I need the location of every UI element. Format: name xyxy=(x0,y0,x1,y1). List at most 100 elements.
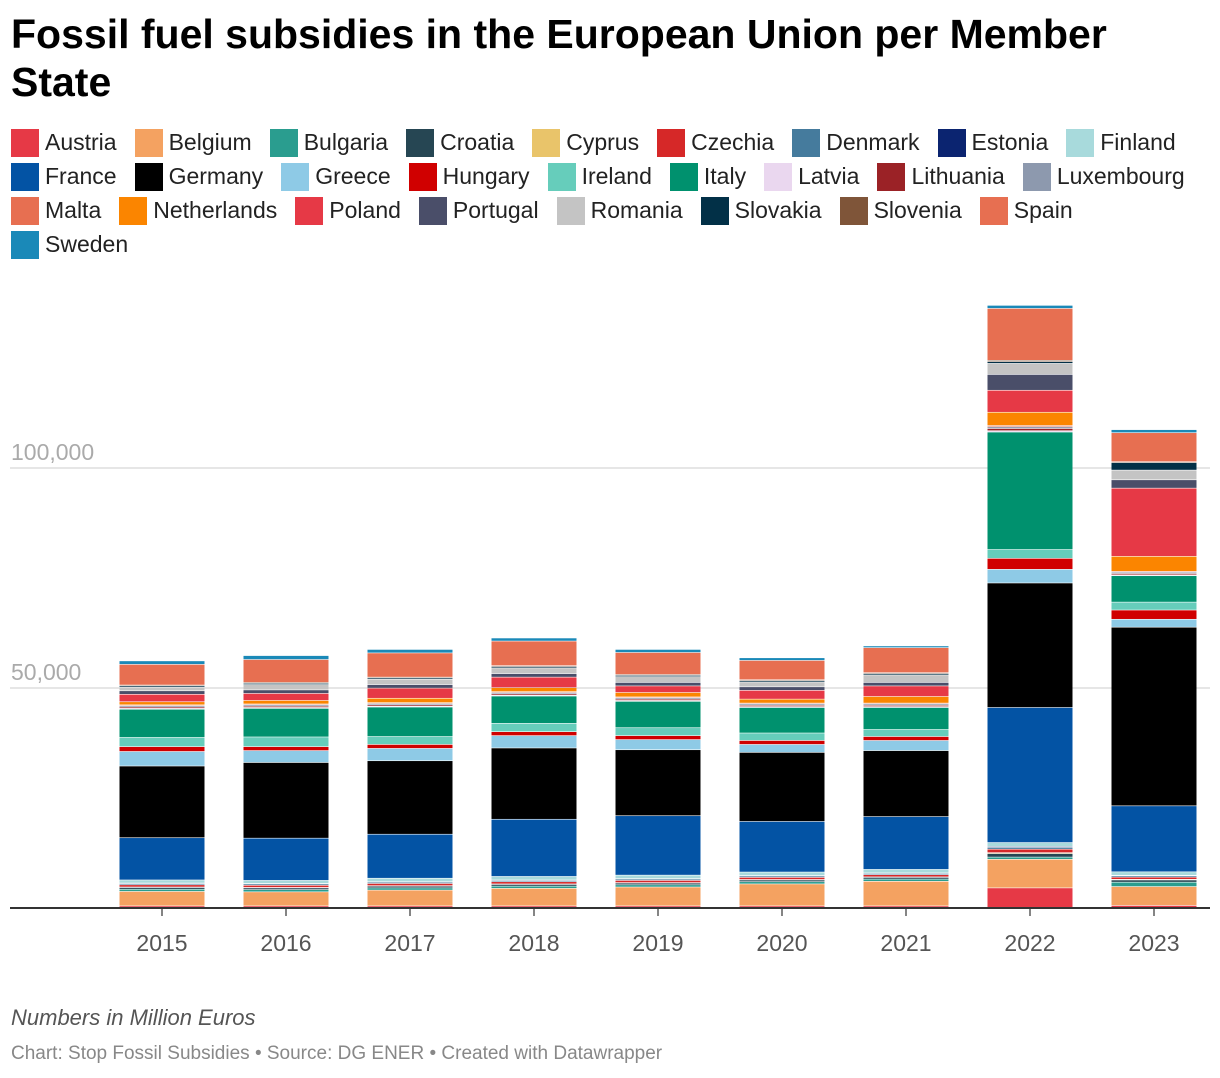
bar-segment-greece-2019 xyxy=(615,739,701,750)
legend-label: Cyprus xyxy=(566,129,640,155)
legend-item-hungary: Hungary xyxy=(408,162,530,191)
bar-segment-portugal-2017 xyxy=(367,684,453,688)
bar-segment-hungary-2019 xyxy=(615,735,701,740)
bar-segment-croatia-2019 xyxy=(615,883,701,885)
legend-swatch xyxy=(134,128,163,157)
legend-swatch xyxy=(134,162,163,191)
bar-segment-italy-2015 xyxy=(119,709,205,738)
bar-segment-poland-2021 xyxy=(863,686,949,697)
legend-swatch xyxy=(408,162,437,191)
bar-segment-sweden-2019 xyxy=(615,649,701,653)
legend-label: Malta xyxy=(45,197,102,223)
bar-segment-finland-2022 xyxy=(987,842,1073,847)
bar-segment-croatia-2021 xyxy=(863,877,949,879)
bar-segment-poland-2019 xyxy=(615,686,701,693)
bar-segment-lithuania-2023 xyxy=(1111,573,1197,575)
bar-segment-spain-2016 xyxy=(243,659,329,683)
bar-segment-france-2020 xyxy=(739,821,825,872)
bar-segment-greece-2022 xyxy=(987,569,1073,583)
bar-segment-portugal-2019 xyxy=(615,682,701,686)
legend-item-portugal: Portugal xyxy=(418,196,539,225)
bar-segment-belgium-2016 xyxy=(243,892,329,906)
legend-label: Greece xyxy=(315,163,391,189)
legend-swatch xyxy=(877,162,906,191)
bar-segment-denmark-2022 xyxy=(987,847,1073,849)
x-tick-label: 2021 xyxy=(880,930,931,956)
bar-segment-austria-2023 xyxy=(1111,905,1197,908)
bar-segment-germany-2016 xyxy=(243,762,329,838)
bar-segment-czechia-2020 xyxy=(739,877,825,880)
bar-segment-romania-2021 xyxy=(863,675,949,683)
bar-segment-lithuania-2015 xyxy=(119,707,205,709)
bar-segment-italy-2020 xyxy=(739,707,825,733)
bar-segment-netherlands-2021 xyxy=(863,696,949,703)
bar-segment-denmark-2023 xyxy=(1111,876,1197,877)
bar-segment-germany-2018 xyxy=(491,748,577,819)
bar-segment-austria-2017 xyxy=(367,906,453,908)
bar-segment-czechia-2015 xyxy=(119,885,205,887)
bar-segment-slovakia-2015 xyxy=(119,686,205,687)
bar-segment-ireland-2021 xyxy=(863,729,949,737)
legend-item-greece: Greece xyxy=(281,162,391,191)
legend-label: Lithuania xyxy=(911,163,1005,189)
bar-segment-lithuania-2021 xyxy=(863,705,949,707)
x-tick-label: 2016 xyxy=(260,930,311,956)
bar-segment-sweden-2021 xyxy=(863,646,949,648)
legend-swatch xyxy=(295,196,324,225)
bar-segment-germany-2017 xyxy=(367,761,453,834)
bar-segment-croatia-2018 xyxy=(491,884,577,886)
bar-segment-ireland-2020 xyxy=(739,733,825,741)
legend-item-croatia: Croatia xyxy=(406,128,514,157)
bar-segment-germany-2020 xyxy=(739,752,825,822)
bar-segment-portugal-2020 xyxy=(739,687,825,691)
legend-label: Italy xyxy=(703,163,747,189)
bar-segment-germany-2022 xyxy=(987,583,1073,708)
y-tick-label: 50,000 xyxy=(11,659,81,685)
bar-segment-germany-2019 xyxy=(615,750,701,816)
bar-segment-slovenia-2022 xyxy=(987,360,1073,362)
legend-label: Croatia xyxy=(440,129,515,155)
bar-segment-poland-2023 xyxy=(1111,488,1197,557)
legend-swatch xyxy=(11,128,39,157)
bar-segment-sweden-2022 xyxy=(987,305,1073,309)
bar-segment-greece-2018 xyxy=(491,735,577,748)
bar-segment-luxembourg-2018 xyxy=(491,692,577,694)
bar-segment-poland-2017 xyxy=(367,688,453,698)
bar-segment-hungary-2022 xyxy=(987,558,1073,570)
bar-segment-sweden-2020 xyxy=(739,658,825,661)
bar-segment-spain-2022 xyxy=(987,308,1073,361)
bar-segment-finland-2023 xyxy=(1111,872,1197,876)
bar-segment-denmark-2015 xyxy=(119,883,205,885)
source-credit: Chart: Stop Fossil Subsidies • Source: D… xyxy=(11,1043,663,1064)
bar-segment-spain-2023 xyxy=(1111,433,1197,462)
bar-segment-austria-2016 xyxy=(243,906,329,908)
bar-segment-sweden-2016 xyxy=(243,655,329,660)
legend-swatch xyxy=(11,162,39,191)
legend-label: Czechia xyxy=(691,129,775,155)
legend-item-slovakia: Slovakia xyxy=(700,196,822,225)
legend-item-bulgaria: Bulgaria xyxy=(269,128,389,157)
bar-segment-slovakia-2019 xyxy=(615,675,701,677)
bar-segment-malta-2022 xyxy=(987,425,1073,427)
legend-label: Bulgaria xyxy=(303,129,389,155)
bar-segment-spain-2015 xyxy=(119,664,205,685)
bar-segment-austria-2020 xyxy=(739,906,825,908)
bar-segment-poland-2020 xyxy=(739,690,825,699)
legend-item-lithuania: Lithuania xyxy=(877,162,1005,191)
bar-segment-france-2021 xyxy=(863,816,949,870)
bar-segment-spain-2018 xyxy=(491,641,577,666)
bar-segment-ireland-2022 xyxy=(987,549,1073,559)
bar-segment-portugal-2016 xyxy=(243,690,329,694)
bar-segment-belgium-2022 xyxy=(987,859,1073,888)
bar-segment-finland-2016 xyxy=(243,880,329,884)
bar-segment-netherlands-2015 xyxy=(119,702,205,705)
bar-segment-austria-2018 xyxy=(491,906,577,908)
bar-segment-hungary-2015 xyxy=(119,746,205,752)
bar-segment-bulgaria-2015 xyxy=(119,889,205,892)
legend-item-ireland: Ireland xyxy=(547,162,652,191)
bar-segment-france-2018 xyxy=(491,819,577,877)
legend-item-france: France xyxy=(11,162,117,191)
x-tick-label: 2019 xyxy=(632,930,683,956)
bar-segment-italy-2019 xyxy=(615,701,701,728)
bar-segment-austria-2019 xyxy=(615,906,701,908)
